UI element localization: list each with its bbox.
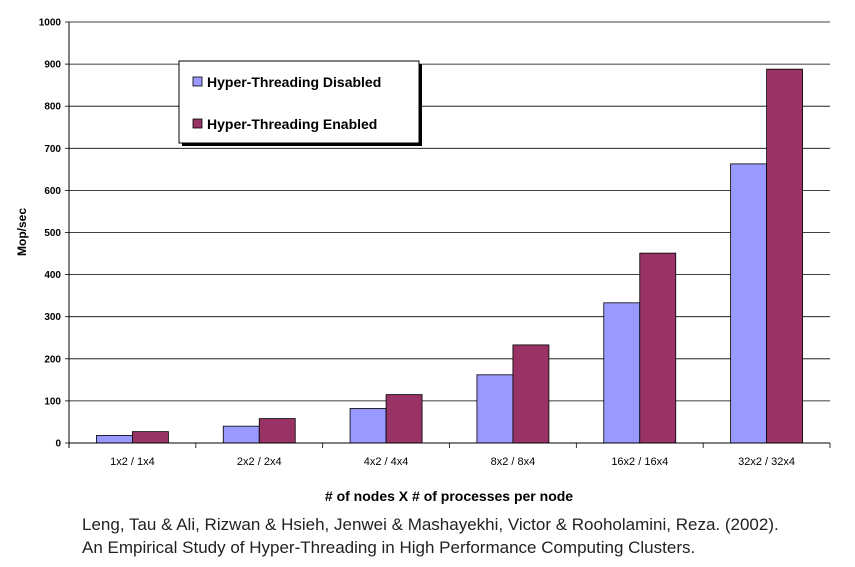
bar-ht-enabled xyxy=(512,344,550,444)
y-tick-label: 700 xyxy=(44,144,61,155)
y-tick-label: 0 xyxy=(55,439,61,450)
bar-ht-enabled xyxy=(132,431,169,444)
x-tick-label: 2x2 / 2x4 xyxy=(237,456,282,468)
y-tick-label: 500 xyxy=(44,228,61,239)
x-tick-label: 4x2 / 4x4 xyxy=(364,456,409,468)
legend-swatch-disabled xyxy=(192,76,203,87)
bar-ht-disabled xyxy=(730,163,767,444)
x-tick-label: 1x2 / 1x4 xyxy=(110,456,155,468)
y-tick-label: 1000 xyxy=(39,18,62,29)
legend: Hyper-Threading Disabled Hyper-Threading… xyxy=(178,60,422,146)
citation-line-1: Leng, Tau & Ali, Rizwan & Hsieh, Jenwei … xyxy=(82,515,779,534)
legend-label-disabled: Hyper-Threading Disabled xyxy=(207,74,381,90)
bar-ht-enabled xyxy=(258,418,296,444)
y-tick-label: 800 xyxy=(44,102,61,113)
y-tick-label: 900 xyxy=(44,60,61,71)
x-tick-label: 8x2 / 8x4 xyxy=(491,456,536,468)
bar-ht-disabled xyxy=(349,408,387,444)
y-tick-label: 200 xyxy=(44,354,61,365)
bar-ht-enabled xyxy=(385,394,423,444)
bar-ht-enabled xyxy=(766,68,803,444)
y-tick-label: 400 xyxy=(44,270,61,281)
x-tick-label: 32x2 / 32x4 xyxy=(738,456,795,468)
y-axis-label: Mop/sec xyxy=(15,208,29,256)
bar-ht-disabled xyxy=(603,302,641,444)
bar-ht-disabled xyxy=(476,374,514,444)
x-tick-label: 16x2 / 16x4 xyxy=(611,456,668,468)
x-axis-label: # of nodes X # of processes per node xyxy=(325,488,573,504)
bar-ht-disabled xyxy=(96,435,133,444)
y-tick-label: 100 xyxy=(44,396,61,407)
bar-ht-enabled xyxy=(639,252,677,444)
bar-chart: 0 100 200 300 400 500 600 700 800 900 1000 1x2 / 1x… xyxy=(15,18,831,504)
legend-swatch-enabled xyxy=(192,118,203,129)
citation-line-2: An Empirical Study of Hyper-Threading in… xyxy=(82,538,696,557)
bar-ht-disabled xyxy=(222,425,260,444)
y-tick-label: 600 xyxy=(44,186,61,197)
legend-label-enabled: Hyper-Threading Enabled xyxy=(207,116,377,132)
y-tick-label: 300 xyxy=(44,312,61,323)
